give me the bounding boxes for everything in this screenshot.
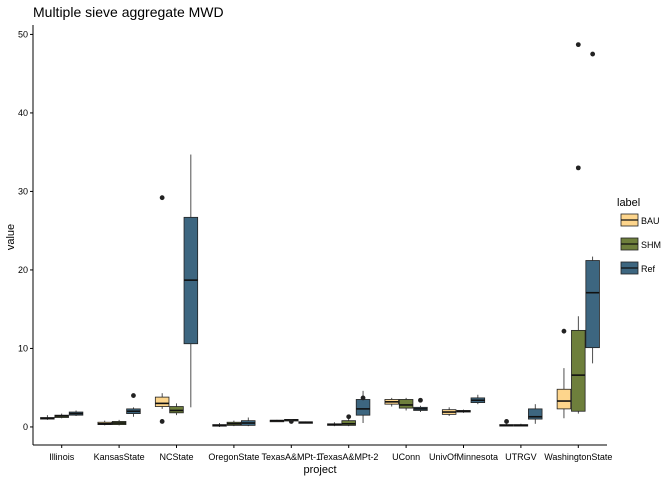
box-bau (556, 328, 572, 419)
box-body (571, 329, 586, 412)
box-body (398, 399, 414, 409)
box-ref (528, 404, 543, 424)
outlier-point (159, 195, 165, 201)
box-shm (54, 413, 69, 419)
outlier-point (418, 397, 423, 403)
box-ref (470, 394, 486, 405)
y-tick-label: 10 (18, 343, 28, 353)
x-axis-title: project (303, 464, 336, 476)
box-bau (40, 415, 55, 420)
outlier-point (131, 393, 136, 398)
box-shm (111, 419, 127, 426)
box-shm (341, 414, 356, 427)
y-tick-label: 20 (18, 265, 28, 275)
legend-label: Ref (641, 264, 656, 274)
box-body (556, 388, 572, 410)
x-tick-label: WashingtonState (544, 452, 612, 462)
box-bau (97, 420, 112, 426)
y-tick-label: 30 (18, 186, 28, 196)
x-tick-label: Illinois (49, 452, 75, 462)
x-tick-label: TexasA&MPt-2 (319, 452, 379, 462)
outlier-point (575, 165, 581, 171)
x-tick-label: UConn (392, 452, 420, 462)
box-shm (169, 403, 184, 416)
box-body (154, 396, 170, 407)
outlier-point (346, 414, 352, 420)
box-ref (183, 154, 199, 408)
legend-item-shm: SHM (620, 237, 661, 251)
box-ref (126, 393, 141, 417)
y-ticks: 0 10 20 30 40 50 (18, 29, 33, 432)
box-bau (499, 419, 514, 427)
box-ref (355, 390, 371, 424)
outlier-point (575, 42, 581, 48)
x-tick-label: UnivOfMinnesota (429, 452, 498, 462)
outlier-point (504, 419, 509, 424)
box-shm (226, 420, 242, 427)
legend-label: BAU (641, 216, 660, 226)
outlier-point (590, 51, 596, 57)
box-bau (327, 422, 342, 427)
box-body (528, 408, 543, 420)
box-shm (398, 397, 414, 411)
box-ref (585, 51, 600, 364)
legend-item-ref: Ref (620, 261, 656, 275)
box-bau (154, 195, 170, 424)
x-ticks: Illinois KansasState NCState OregonState Tex… (49, 445, 612, 462)
box-shm (513, 423, 529, 427)
box-bau (212, 423, 227, 427)
x-tick-label: KansasState (94, 452, 145, 462)
box-ref (241, 417, 256, 427)
plot-area (40, 42, 600, 427)
y-tick-label: 40 (18, 108, 28, 118)
box-bau (441, 407, 457, 416)
legend-title: label (617, 197, 640, 209)
outlier-point (288, 419, 294, 424)
x-tick-label: OregonState (208, 452, 259, 462)
x-tick-label: TexasA&MPt-1 (262, 452, 322, 462)
box-shm (284, 419, 299, 424)
y-axis-title: value (5, 224, 17, 250)
box-body (585, 260, 600, 349)
outlier-point (159, 419, 165, 424)
y-tick-label: 50 (18, 29, 28, 39)
box-bau (269, 419, 285, 423)
x-tick-label: UTRGV (505, 452, 537, 462)
box-bau (384, 397, 399, 407)
chart-title: Multiple sieve aggregate MWD (33, 4, 224, 20)
box-shm (571, 42, 586, 414)
box-body (355, 399, 371, 416)
outlier-point (360, 395, 366, 401)
x-tick-label: NCState (159, 452, 193, 462)
legend-item-bau: BAU (620, 213, 660, 227)
y-tick-label: 0 (23, 422, 28, 432)
legend-label: SHM (641, 240, 661, 250)
box-shm (456, 409, 471, 413)
box-ref (413, 397, 428, 413)
box-ref (298, 421, 313, 424)
box-ref (68, 410, 84, 416)
outlier-point (561, 328, 567, 334)
legend: label BAU SHM Ref (617, 197, 661, 275)
